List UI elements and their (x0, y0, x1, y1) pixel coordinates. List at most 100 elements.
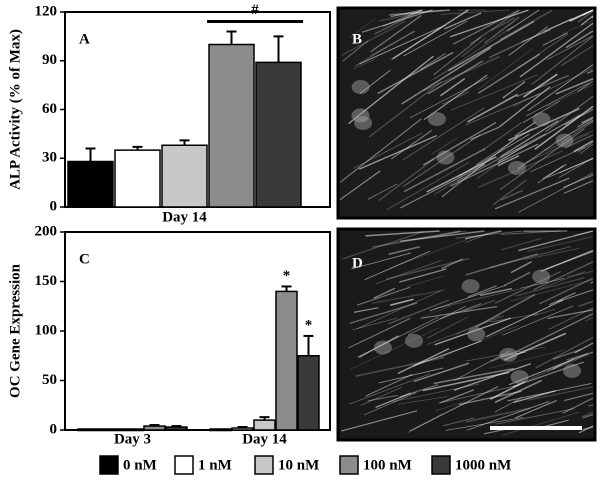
fiber (475, 293, 536, 328)
legend-label: 100 nM (363, 457, 412, 473)
fiber (423, 56, 500, 92)
fiber (422, 371, 510, 392)
fiber-texture (339, 9, 594, 436)
y-tick-label: 60 (42, 101, 57, 117)
bar (121, 428, 144, 432)
legend-label: 10 nM (278, 457, 319, 473)
fiber (441, 91, 470, 105)
fiber (403, 20, 468, 57)
nucleus (351, 80, 370, 95)
fiber (439, 77, 466, 97)
fiber (407, 413, 444, 434)
fiber (495, 408, 575, 425)
nucleus (510, 370, 529, 385)
bar (208, 43, 255, 208)
fiber (591, 16, 594, 19)
fiber (388, 299, 449, 325)
fiber (378, 367, 444, 384)
bar (231, 427, 254, 431)
fiber (518, 230, 594, 252)
y-tick-label: 120 (35, 3, 58, 19)
fiber (458, 390, 522, 406)
fiber (530, 146, 586, 172)
fiber (578, 425, 594, 434)
fiber (500, 120, 559, 158)
fiber (546, 351, 594, 373)
fiber (500, 351, 527, 357)
fiber (419, 52, 446, 71)
fiber (477, 48, 533, 90)
fiber (532, 261, 594, 291)
fiber (353, 307, 379, 313)
panel-label: A (79, 31, 90, 47)
fiber (453, 363, 532, 391)
panel-label: C (79, 251, 90, 267)
fiber (373, 287, 396, 299)
fiber (377, 51, 454, 95)
fiber (420, 305, 498, 319)
fiber (450, 143, 539, 187)
fiber (490, 352, 514, 363)
fiber (582, 413, 594, 419)
fiber (577, 117, 594, 128)
fiber (499, 128, 585, 190)
fiber (392, 9, 469, 60)
fiber (434, 230, 461, 238)
panel-label: D (352, 255, 363, 271)
bar (209, 428, 232, 432)
legend-label: 0 nM (123, 457, 157, 473)
fiber (353, 132, 423, 169)
fiber (496, 144, 528, 160)
nucleus (461, 279, 480, 294)
fiber (364, 250, 431, 280)
micrograph-b (336, 6, 597, 220)
fiber (382, 9, 423, 27)
fiber (391, 130, 432, 160)
fiber (490, 313, 539, 323)
fiber (591, 24, 594, 26)
fiber (465, 230, 502, 240)
fiber (548, 307, 594, 330)
fiber (494, 177, 570, 210)
fiber (518, 172, 594, 213)
fiber (515, 400, 557, 419)
fiber (586, 70, 594, 74)
fiber (389, 27, 442, 61)
y-tick-label: 90 (42, 52, 57, 68)
fiber (499, 86, 551, 128)
fiber (341, 410, 418, 432)
fiber (507, 107, 580, 142)
fiber (434, 176, 464, 195)
fiber (441, 258, 464, 270)
fiber (467, 93, 519, 123)
fiber (463, 299, 496, 312)
legend-swatch (99, 455, 119, 475)
fiber (439, 389, 475, 404)
fiber (427, 314, 505, 345)
fiber (406, 275, 445, 287)
fiber (389, 9, 450, 16)
y-tick-label: 0 (50, 198, 58, 214)
fiber (580, 15, 594, 26)
annotation: # (251, 2, 259, 18)
x-tick-label: Day 3 (114, 431, 151, 447)
fiber (528, 364, 561, 381)
fiber (359, 69, 391, 95)
fiber (565, 30, 594, 49)
y-tick-label: 200 (35, 223, 58, 239)
fiber (443, 417, 475, 427)
fiber (378, 158, 435, 202)
bar (67, 160, 114, 208)
fiber (465, 233, 489, 243)
fiber (553, 348, 582, 360)
fiber (389, 298, 414, 307)
fiber (546, 84, 594, 107)
y-tick-label: 100 (35, 322, 58, 338)
legend-label: 1000 nM (455, 457, 511, 473)
fiber (520, 133, 589, 165)
bar (297, 355, 320, 431)
fiber (429, 62, 464, 82)
fiber (465, 407, 531, 423)
fiber (534, 105, 594, 150)
nucleus (532, 112, 551, 127)
